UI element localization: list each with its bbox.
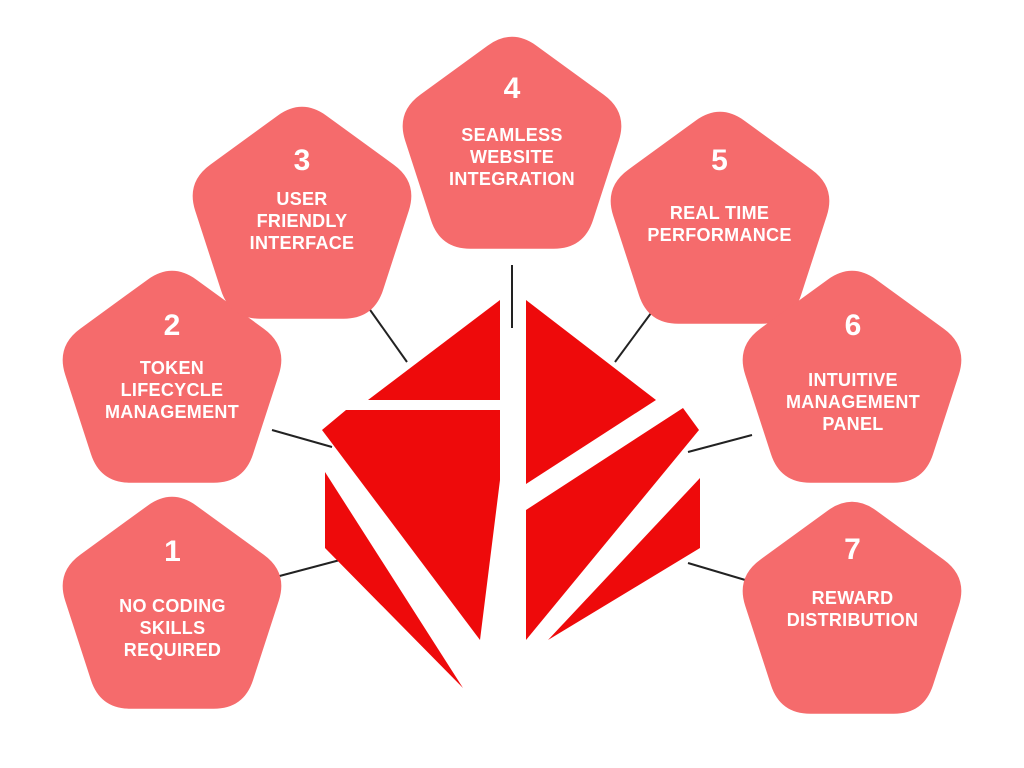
- connector-line-6: [687, 434, 753, 453]
- connector-line-7: [687, 562, 753, 583]
- feature-text-6: INTUITIVE MANAGEMENT PANEL: [786, 370, 920, 434]
- feature-number-6: 6: [844, 309, 862, 342]
- feature-pentagon-3: [192, 106, 412, 319]
- feature-pentagon-7: [742, 501, 962, 714]
- feature-label-7: 7 REWARD DISTRIBUTION: [765, 533, 940, 631]
- feature-pentagon-5: [610, 111, 830, 324]
- feature-label-5: 5 REAL TIME PERFORMANCE: [632, 144, 807, 246]
- feature-label-4: 4 SEAMLESS WEBSITE INTEGRATION: [428, 72, 596, 190]
- feature-pentagon-4: [402, 36, 622, 249]
- connector-line-3: [367, 306, 408, 363]
- cube-facet-3: [322, 410, 500, 640]
- feature-label-2: 2 TOKEN LIFECYCLE MANAGEMENT: [72, 309, 272, 423]
- feature-text-5: REAL TIME PERFORMANCE: [647, 203, 792, 245]
- feature-pentagon-2: [62, 270, 282, 483]
- connector-line-1: [271, 559, 341, 579]
- feature-text-1: NO CODING SKILLS REQUIRED: [119, 596, 226, 660]
- cube-logo: [322, 300, 700, 688]
- feature-number-2: 2: [163, 309, 181, 342]
- feature-label-6: 6 INTUITIVE MANAGEMENT PANEL: [758, 309, 948, 435]
- feature-number-7: 7: [844, 533, 861, 566]
- feature-number-1: 1: [164, 535, 181, 568]
- connector-lines: [271, 265, 753, 583]
- cube-facet-1: [368, 300, 500, 400]
- cube-facet-5: [526, 408, 699, 640]
- cube-facet-4: [325, 472, 463, 688]
- feature-text-2: TOKEN LIFECYCLE MANAGEMENT: [105, 358, 239, 422]
- feature-number-4: 4: [503, 72, 521, 105]
- feature-text-3: USER FRIENDLY INTERFACE: [249, 189, 355, 253]
- connector-line-2: [271, 429, 333, 448]
- cube-facet-6: [548, 478, 700, 640]
- feature-pentagon-6: [742, 270, 962, 483]
- feature-number-3: 3: [293, 144, 311, 177]
- feature-text-7: REWARD DISTRIBUTION: [786, 588, 919, 630]
- pentagon-group: [62, 36, 962, 714]
- feature-pentagon-1: [62, 496, 282, 709]
- connector-line-5: [614, 304, 658, 363]
- feature-number-5: 5: [711, 144, 728, 177]
- feature-text-4: SEAMLESS WEBSITE INTEGRATION: [449, 125, 575, 189]
- feature-label-3: 3 USER FRIENDLY INTERFACE: [222, 144, 382, 254]
- cube-facet-2: [526, 300, 656, 484]
- feature-label-1: 1 NO CODING SKILLS REQUIRED: [95, 535, 250, 661]
